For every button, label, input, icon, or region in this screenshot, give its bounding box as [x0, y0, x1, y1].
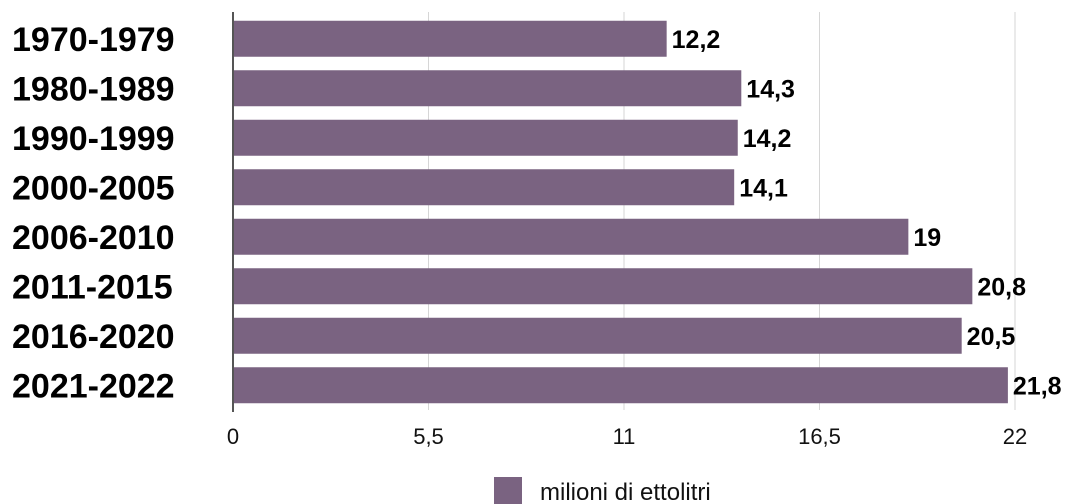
value-label-2006-2010: 19 — [913, 224, 941, 252]
value-label-2000-2005: 14,1 — [739, 174, 788, 202]
category-label-1970-1979: 1970-1979 — [12, 21, 175, 59]
bar-2011-2015 — [233, 268, 973, 305]
bar-2006-2010 — [233, 218, 909, 255]
bar-2016-2020 — [233, 317, 962, 354]
category-label-1990-1999: 1990-1999 — [12, 120, 175, 158]
value-labels: 12,2 14,3 14,2 14,1 19 20,8 20,5 21,8 — [672, 26, 1062, 401]
bar-1980-1989 — [233, 70, 742, 107]
category-label-2006-2010: 2006-2010 — [12, 219, 175, 257]
bar-1970-1979 — [233, 20, 667, 57]
value-label-1990-1999: 14,2 — [743, 125, 792, 153]
value-label-2021-2022: 21,8 — [1013, 372, 1062, 400]
x-tick-label-0: 0 — [227, 424, 239, 449]
x-tick-labels: 0 5,5 11 16,5 22 — [227, 424, 1027, 449]
bars — [233, 20, 1008, 404]
category-label-1980-1989: 1980-1989 — [12, 70, 175, 108]
bar-1990-1999 — [233, 119, 738, 156]
x-tick-label-4: 22 — [1003, 424, 1027, 449]
value-label-2016-2020: 20,5 — [967, 323, 1016, 351]
legend-swatch — [494, 477, 522, 504]
category-label-2000-2005: 2000-2005 — [12, 169, 175, 207]
legend: milioni di ettolitri — [494, 477, 711, 504]
bar-2021-2022 — [233, 367, 1008, 404]
x-tick-label-2: 11 — [613, 424, 636, 449]
legend-label: milioni di ettolitri — [540, 479, 711, 504]
value-label-2011-2015: 20,8 — [977, 273, 1026, 301]
category-label-2011-2015: 2011-2015 — [12, 268, 173, 306]
category-label-2016-2020: 2016-2020 — [12, 318, 175, 356]
value-label-1970-1979: 12,2 — [672, 26, 721, 54]
category-label-2021-2022: 2021-2022 — [12, 367, 175, 405]
bar-2000-2005 — [233, 169, 735, 206]
value-label-1980-1989: 14,3 — [746, 75, 795, 103]
category-labels: 1970-1979 1980-1989 1990-1999 2000-2005 2006… — [12, 21, 175, 406]
x-tick-label-3: 16,5 — [798, 424, 841, 449]
x-tick-label-1: 5,5 — [413, 424, 444, 449]
